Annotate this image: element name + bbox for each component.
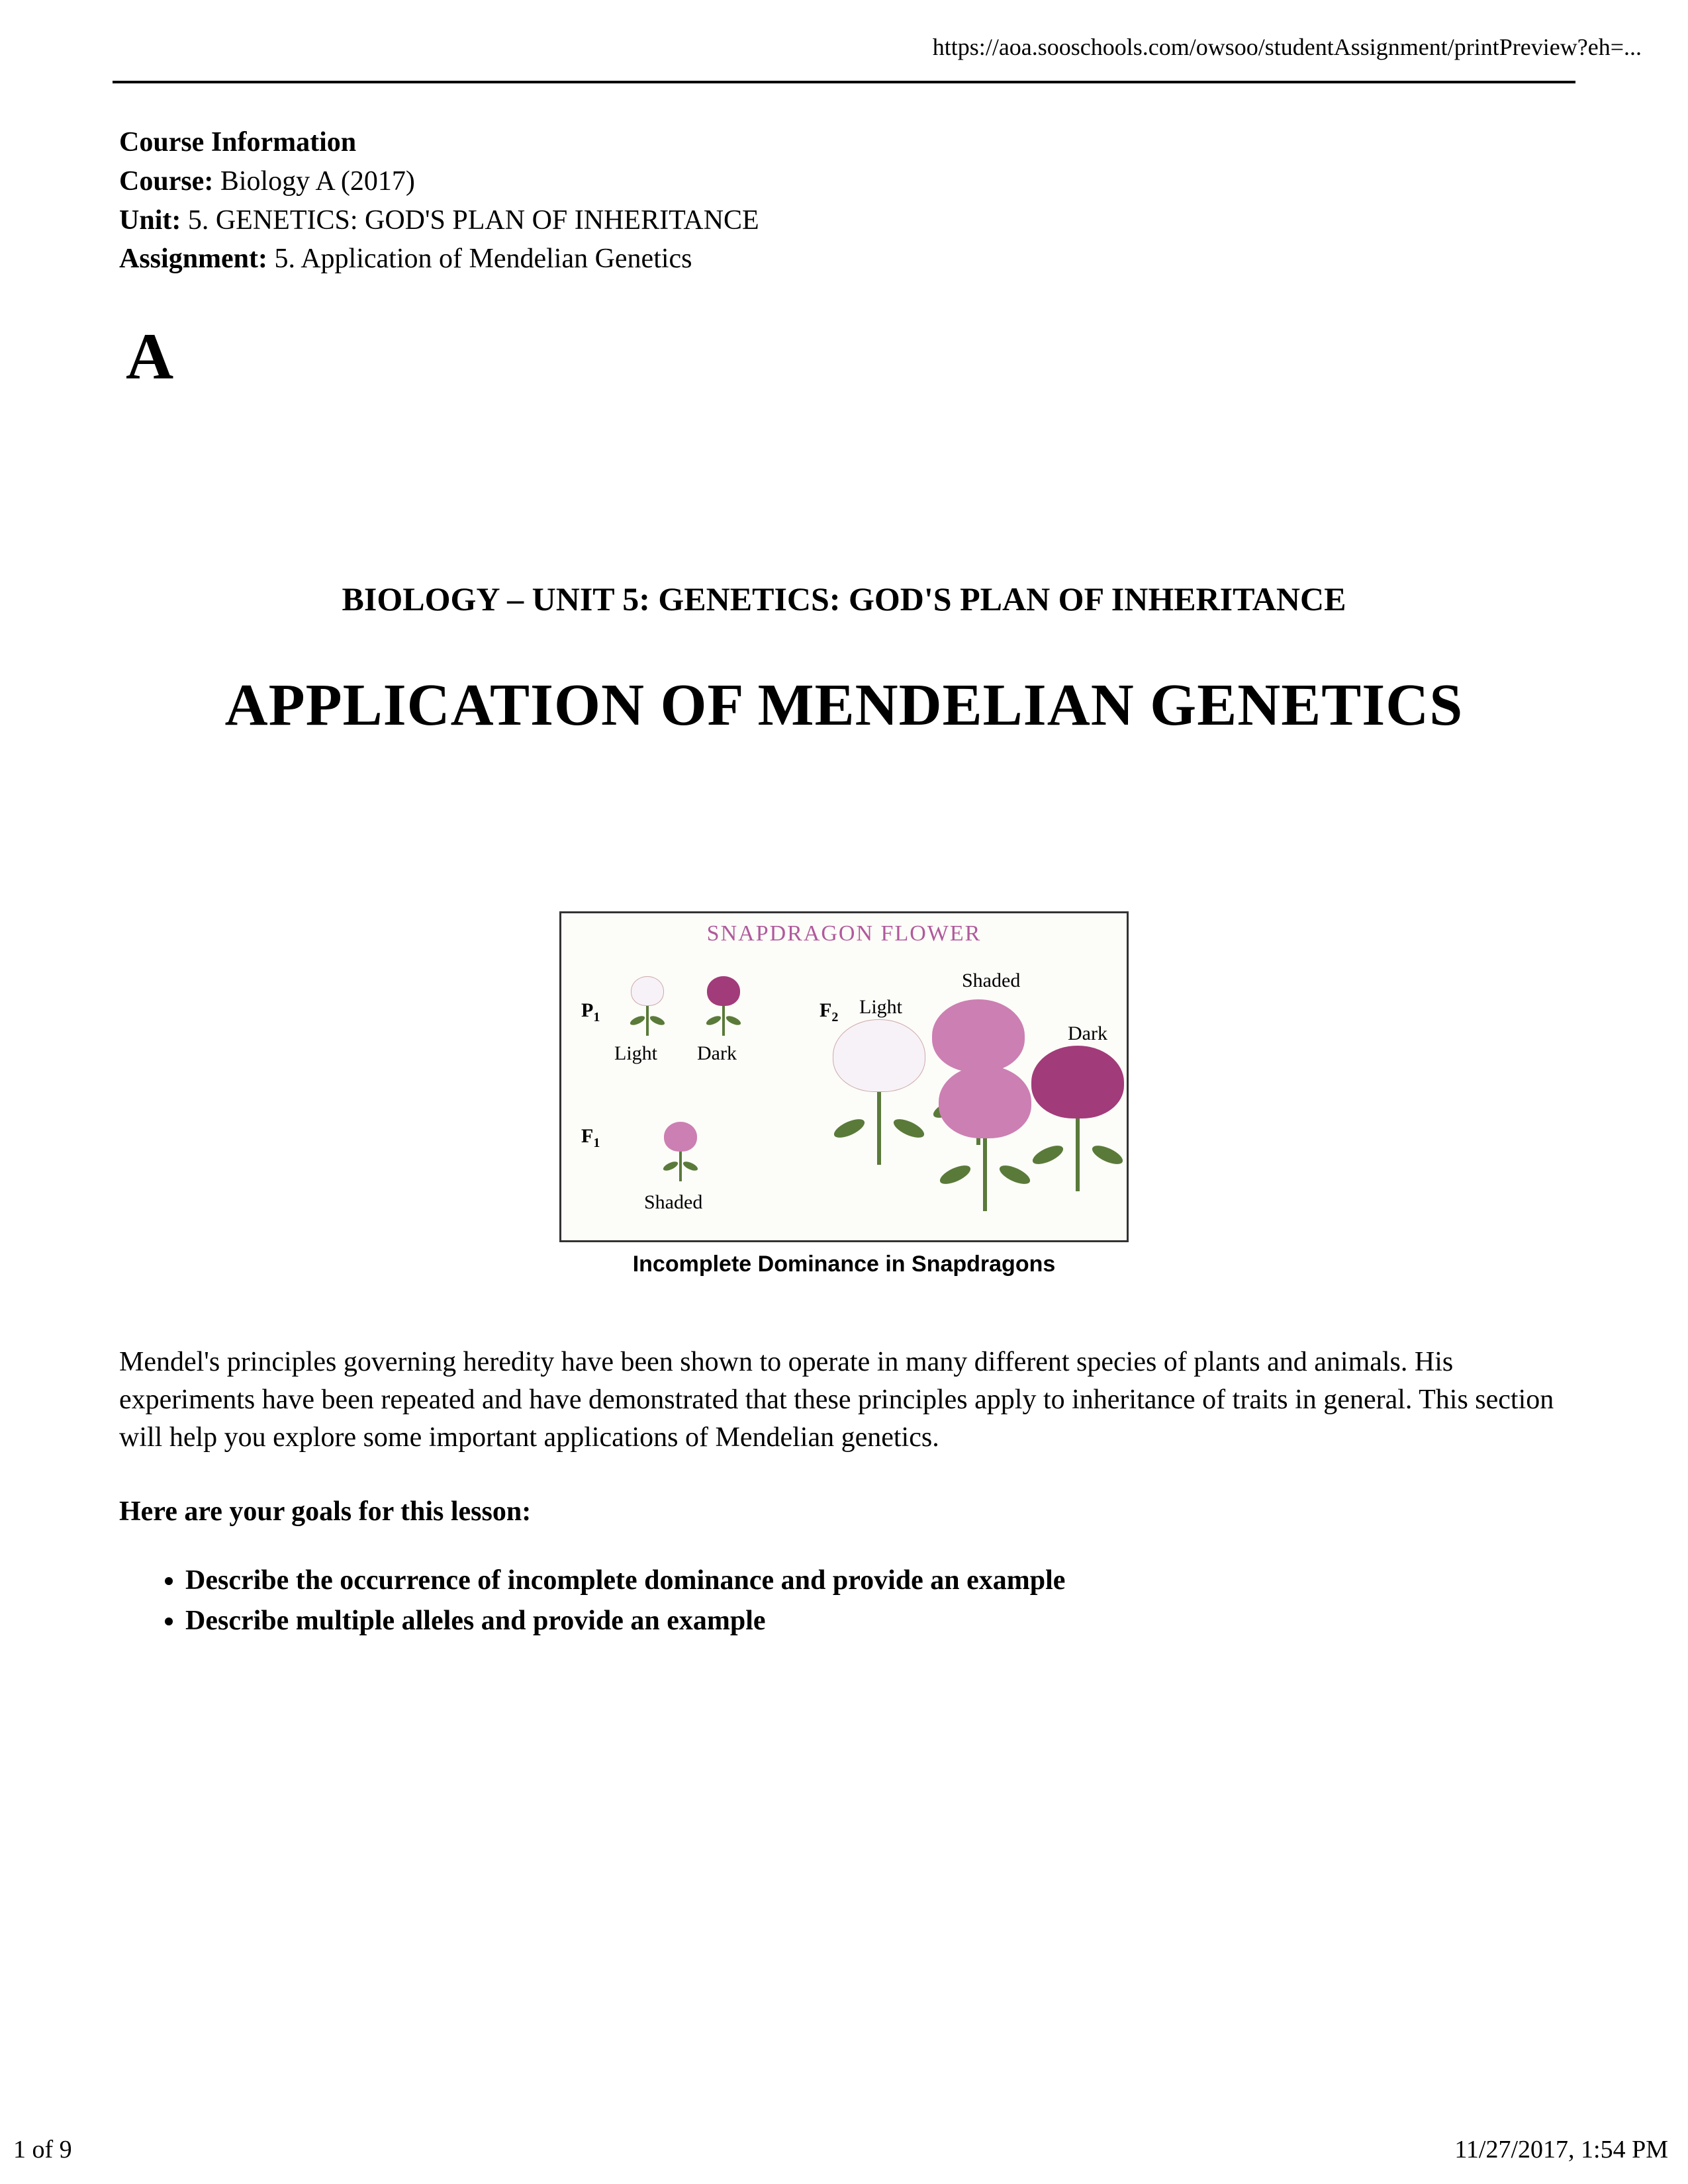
label-light-f2-top: Light bbox=[859, 996, 902, 1019]
content-area: Course Information Course: Biology A (20… bbox=[40, 123, 1648, 1641]
print-preview-page: https://aoa.sooschools.com/owsoo/student… bbox=[0, 0, 1688, 2184]
course-info-heading: Course Information bbox=[119, 123, 1569, 162]
label-f1-sub: 1 bbox=[593, 1136, 600, 1150]
p1-dark-flower-icon bbox=[700, 976, 747, 1036]
label-f1-letter: F bbox=[581, 1125, 593, 1147]
unit-value: 5. GENETICS: GOD'S PLAN OF INHERITANCE bbox=[181, 205, 759, 236]
course-information-block: Course Information Course: Biology A (20… bbox=[119, 123, 1569, 279]
print-timestamp: 11/27/2017, 1:54 PM bbox=[1454, 2135, 1668, 2164]
f2-dark-flower-icon bbox=[1025, 1046, 1131, 1191]
label-dark-f2: Dark bbox=[1068, 1023, 1107, 1045]
p1-light-flower-icon bbox=[624, 976, 671, 1036]
label-p1-letter: P bbox=[581, 999, 593, 1021]
page-indicator: 1 of 9 bbox=[13, 2135, 72, 2164]
course-info-heading-text: Course Information bbox=[119, 127, 356, 158]
label-f2-letter: F bbox=[820, 999, 831, 1021]
f2-light-flower-icon bbox=[826, 1019, 932, 1165]
goals-list: Describe the occurrence of incomplete do… bbox=[119, 1561, 1569, 1641]
label-f1: F1 bbox=[581, 1125, 600, 1151]
course-value: Biology A (2017) bbox=[213, 166, 415, 197]
page-footer: 1 of 9 11/27/2017, 1:54 PM bbox=[0, 2135, 1688, 2164]
figure-title: SNAPDRAGON FLOWER bbox=[561, 921, 1127, 946]
section-letter: A bbox=[126, 318, 1569, 394]
unit-line: Unit: 5. GENETICS: GOD'S PLAN OF INHERIT… bbox=[119, 201, 1569, 240]
label-light-p1: Light bbox=[614, 1042, 657, 1065]
figure-caption: Incomplete Dominance in Snapdragons bbox=[119, 1251, 1569, 1277]
f2-shaded-flower-2-icon bbox=[932, 1066, 1038, 1211]
list-item: Describe the occurrence of incomplete do… bbox=[185, 1561, 1569, 1601]
unit-label: Unit: bbox=[119, 205, 181, 236]
label-dark-p1: Dark bbox=[697, 1042, 737, 1065]
intro-paragraph: Mendel's principles governing heredity h… bbox=[119, 1343, 1569, 1456]
list-item: Describe multiple alleles and provide an… bbox=[185, 1601, 1569, 1641]
page-title: APPLICATION OF MENDELIAN GENETICS bbox=[119, 671, 1569, 739]
divider bbox=[113, 81, 1575, 83]
f1-shaded-flower-icon bbox=[657, 1122, 704, 1181]
unit-heading: BIOLOGY – UNIT 5: GENETICS: GOD'S PLAN O… bbox=[119, 580, 1569, 618]
label-shaded-f1: Shaded bbox=[644, 1191, 702, 1214]
label-shaded-f2-top: Shaded bbox=[962, 970, 1020, 992]
course-label: Course: bbox=[119, 166, 213, 197]
course-line: Course: Biology A (2017) bbox=[119, 162, 1569, 201]
label-p1-sub: 1 bbox=[593, 1010, 600, 1024]
page-url-header: https://aoa.sooschools.com/owsoo/student… bbox=[40, 33, 1648, 61]
snapdragon-figure: SNAPDRAGON FLOWER P1 Light Dark F1 bbox=[559, 911, 1129, 1242]
assignment-value: 5. Application of Mendelian Genetics bbox=[267, 244, 692, 274]
label-p1: P1 bbox=[581, 999, 600, 1025]
assignment-line: Assignment: 5. Application of Mendelian … bbox=[119, 240, 1569, 279]
figure-wrapper: SNAPDRAGON FLOWER P1 Light Dark F1 bbox=[119, 911, 1569, 1277]
assignment-label: Assignment: bbox=[119, 244, 267, 274]
goals-heading: Here are your goals for this lesson: bbox=[119, 1496, 1569, 1527]
